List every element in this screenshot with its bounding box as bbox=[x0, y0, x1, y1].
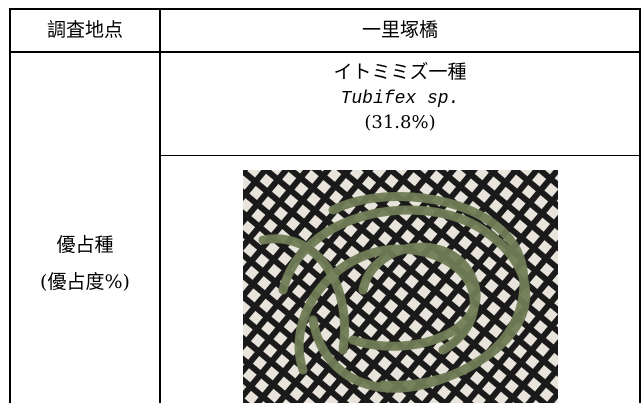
row-label: 優占種 bbox=[56, 234, 114, 256]
border bbox=[9, 8, 641, 10]
border bbox=[160, 155, 641, 156]
border bbox=[159, 8, 161, 403]
species-latin: Tubifex sp. bbox=[340, 89, 460, 109]
border bbox=[639, 8, 641, 403]
border bbox=[9, 8, 11, 403]
header-cell: 一里塚橋 bbox=[361, 19, 438, 41]
species-share: (31.8%) bbox=[364, 112, 436, 133]
species-name: イトミミズ一種 bbox=[333, 61, 467, 83]
border bbox=[9, 51, 641, 53]
row-label: (優占度%) bbox=[40, 271, 130, 293]
header-cell: 調査地点 bbox=[46, 19, 123, 41]
species-photo bbox=[243, 170, 558, 403]
